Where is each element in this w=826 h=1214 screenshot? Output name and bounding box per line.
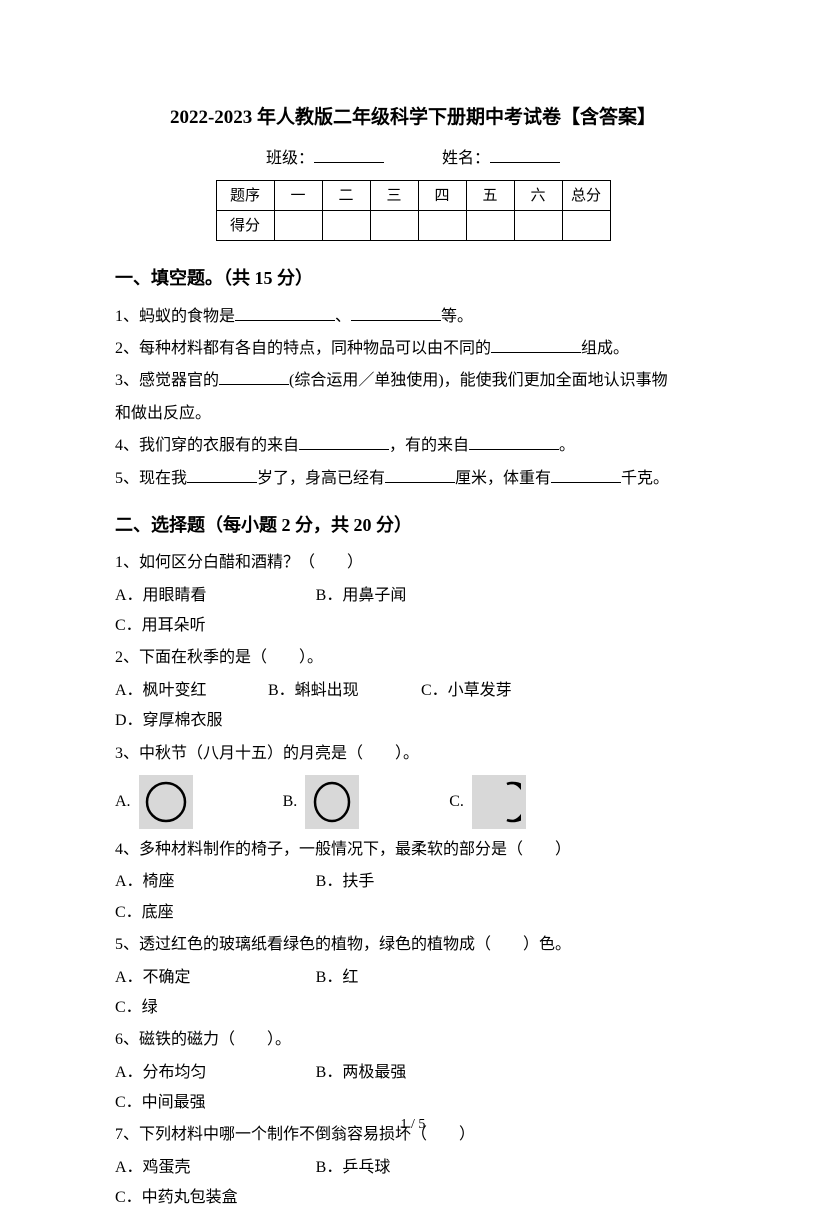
option-c[interactable]: C．绿 <box>115 993 312 1023</box>
cell-header: 三 <box>370 181 418 211</box>
cell-score[interactable] <box>322 211 370 241</box>
option-label: C. <box>449 787 464 817</box>
option-b[interactable]: B．蝌蚪出现 <box>268 676 417 706</box>
q1-2: 2、每种材料都有各自的特点，同种物品可以由不同的 组成。 <box>115 334 711 364</box>
cell-header: 题序 <box>216 181 274 211</box>
score-table: 题序 一 二 三 四 五 六 总分 得分 <box>216 180 611 241</box>
option-a[interactable]: A. <box>115 775 193 829</box>
cell-score-label: 得分 <box>216 211 274 241</box>
fill-blank[interactable] <box>551 467 621 483</box>
option-b[interactable]: B. <box>283 775 360 829</box>
name-label: 姓名： <box>442 150 490 167</box>
cell-header: 一 <box>274 181 322 211</box>
q-text: 千克。 <box>621 470 669 487</box>
option-c[interactable]: C．底座 <box>115 898 312 928</box>
fill-blank[interactable] <box>469 434 559 450</box>
fill-blank[interactable] <box>299 434 389 450</box>
q-text: 岁了，身高已经有 <box>257 470 385 487</box>
section-1-heading: 一、填空题。（共 15 分） <box>115 261 711 295</box>
q2-1: 1、如何区分白醋和酒精？（ ） <box>115 548 711 578</box>
option-b[interactable]: B．两极最强 <box>316 1058 513 1088</box>
q1-3-cont: 和做出反应。 <box>115 399 711 429</box>
q-text: 3、感觉器官的 <box>115 372 219 389</box>
q-text: 厘米，体重有 <box>455 470 551 487</box>
page-title: 2022-2023 年人教版二年级科学下册期中考试卷【含答案】 <box>115 100 711 136</box>
student-info-line: 班级： 姓名： <box>115 144 711 174</box>
cell-score[interactable] <box>418 211 466 241</box>
q1-1: 1、蚂蚁的食物是 、 等。 <box>115 302 711 332</box>
fill-blank[interactable] <box>351 305 441 321</box>
q-text: 2、每种材料都有各自的特点，同种物品可以由不同的 <box>115 340 491 357</box>
q2-5-options: A．不确定 B．红 C．绿 <box>115 963 711 1024</box>
fill-blank[interactable] <box>491 337 581 353</box>
page-number: 1 / 5 <box>0 1112 826 1139</box>
q-text: (综合运用／单独使用)，能使我们更加全面地认识事物 <box>289 372 668 389</box>
q-text: 、 <box>335 308 351 325</box>
cell-header: 四 <box>418 181 466 211</box>
option-c[interactable]: C．小草发芽 <box>421 676 570 706</box>
cell-score[interactable] <box>466 211 514 241</box>
q2-5: 5、透过红色的玻璃纸看绿色的植物，绿色的植物成（ ）色。 <box>115 930 711 960</box>
fill-blank[interactable] <box>219 369 289 385</box>
table-row: 题序 一 二 三 四 五 六 总分 <box>216 181 610 211</box>
cell-header: 五 <box>466 181 514 211</box>
option-a[interactable]: A．鸡蛋壳 <box>115 1153 312 1183</box>
option-a[interactable]: A．椅座 <box>115 867 312 897</box>
q2-4: 4、多种材料制作的椅子，一般情况下，最柔软的部分是（ ） <box>115 835 711 865</box>
q-text: 5、现在我 <box>115 470 187 487</box>
fill-blank[interactable] <box>187 467 257 483</box>
q-text: 4、我们穿的衣服有的来自 <box>115 437 299 454</box>
fill-blank[interactable] <box>385 467 455 483</box>
option-c[interactable]: C．用耳朵听 <box>115 611 312 641</box>
q-text: 等。 <box>441 308 473 325</box>
q1-4: 4、我们穿的衣服有的来自 ，有的来自 。 <box>115 431 711 461</box>
option-a[interactable]: A．用眼睛看 <box>115 581 312 611</box>
option-label: A. <box>115 787 131 817</box>
moon-gibbous-icon <box>305 775 359 829</box>
moon-full-icon <box>139 775 193 829</box>
q1-3: 3、感觉器官的 (综合运用／单独使用)，能使我们更加全面地认识事物 <box>115 366 711 396</box>
q-text: 。 <box>559 437 575 454</box>
cell-score[interactable] <box>370 211 418 241</box>
q1-5: 5、现在我 岁了，身高已经有 厘米，体重有 千克。 <box>115 464 711 494</box>
option-a[interactable]: A．枫叶变红 <box>115 676 264 706</box>
q2-2: 2、下面在秋季的是（ ）。 <box>115 643 711 673</box>
option-b[interactable]: B．红 <box>316 963 513 993</box>
cell-score[interactable] <box>562 211 610 241</box>
option-d[interactable]: D．穿厚棉衣服 <box>115 706 264 736</box>
option-c[interactable]: C. <box>449 775 526 829</box>
fill-blank[interactable] <box>235 305 335 321</box>
cell-score[interactable] <box>514 211 562 241</box>
cell-header: 二 <box>322 181 370 211</box>
option-a[interactable]: A．不确定 <box>115 963 312 993</box>
moon-crescent-icon <box>472 775 526 829</box>
q2-6-options: A．分布均匀 B．两极最强 C．中间最强 <box>115 1058 711 1119</box>
cell-header: 六 <box>514 181 562 211</box>
q-text: 和做出反应。 <box>115 405 211 422</box>
q2-3: 3、中秋节（八月十五）的月亮是（ ）。 <box>115 739 711 769</box>
option-label: B. <box>283 787 298 817</box>
cell-header: 总分 <box>562 181 610 211</box>
q-text: 组成。 <box>581 340 629 357</box>
q2-4-options: A．椅座 B．扶手 C．底座 <box>115 867 711 928</box>
q2-6: 6、磁铁的磁力（ ）。 <box>115 1025 711 1055</box>
class-label: 班级： <box>266 150 314 167</box>
section-2-heading: 二、选择题（每小题 2 分，共 20 分） <box>115 508 711 542</box>
name-blank[interactable] <box>490 147 560 163</box>
q2-3-options: A. B. C. <box>115 775 711 829</box>
option-b[interactable]: B．扶手 <box>316 867 513 897</box>
class-blank[interactable] <box>314 147 384 163</box>
option-b[interactable]: B．乒乓球 <box>316 1153 513 1183</box>
table-row: 得分 <box>216 211 610 241</box>
q-text: ，有的来自 <box>389 437 469 454</box>
q2-7-options: A．鸡蛋壳 B．乒乓球 C．中药丸包装盒 <box>115 1153 711 1214</box>
q2-2-options: A．枫叶变红 B．蝌蚪出现 C．小草发芽 D．穿厚棉衣服 <box>115 676 711 737</box>
q-text: 1、蚂蚁的食物是 <box>115 308 235 325</box>
q2-1-options: A．用眼睛看 B．用鼻子闻 C．用耳朵听 <box>115 581 711 642</box>
cell-score[interactable] <box>274 211 322 241</box>
option-a[interactable]: A．分布均匀 <box>115 1058 312 1088</box>
option-c[interactable]: C．中药丸包装盒 <box>115 1183 312 1213</box>
option-b[interactable]: B．用鼻子闻 <box>316 581 513 611</box>
